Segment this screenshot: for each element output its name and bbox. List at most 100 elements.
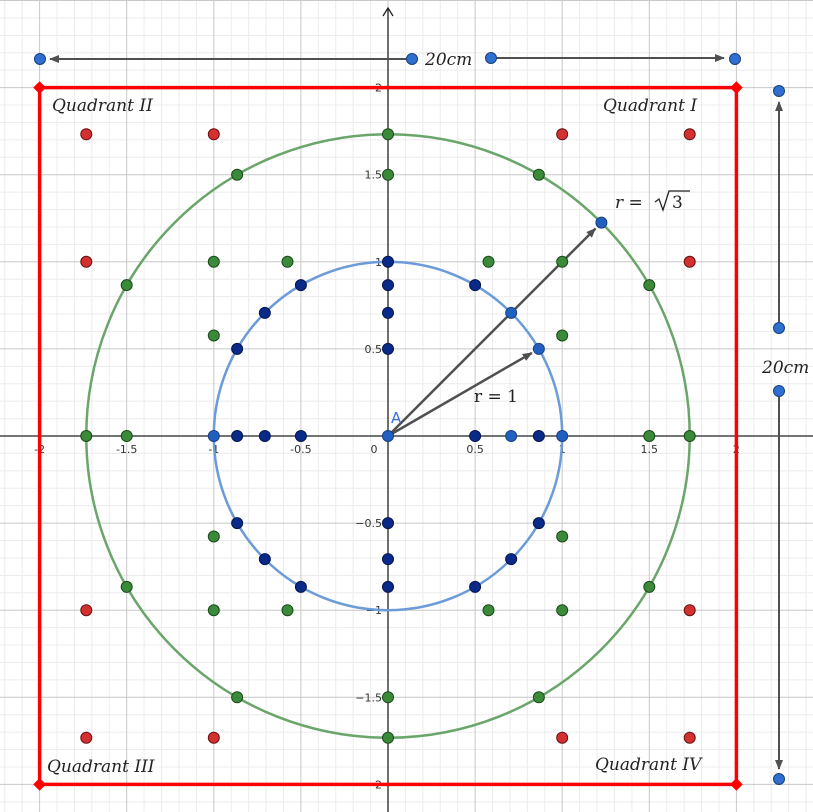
green-point[interactable] xyxy=(80,430,93,442)
green-point[interactable] xyxy=(532,691,545,704)
square-corner[interactable] xyxy=(730,81,743,94)
green-point[interactable] xyxy=(281,255,294,268)
navy-point[interactable] xyxy=(532,517,545,530)
label-r-sqrt3: r = 3 xyxy=(615,190,690,213)
red-point[interactable] xyxy=(683,731,696,744)
red-point[interactable] xyxy=(683,255,696,268)
red-point[interactable] xyxy=(207,128,220,141)
green-point[interactable] xyxy=(482,604,495,617)
height-handle-mid-bottom[interactable] xyxy=(773,385,785,397)
navy-point[interactable] xyxy=(382,279,394,292)
quadrant-2-label: Quadrant II xyxy=(52,96,153,116)
navy-point[interactable] xyxy=(532,430,545,442)
navy-point[interactable] xyxy=(231,517,244,530)
points-layer xyxy=(80,128,696,744)
x-tick-label: 0.5 xyxy=(466,443,484,456)
quadrant-3-label: Quadrant III xyxy=(47,757,155,777)
green-point[interactable] xyxy=(683,430,696,442)
point-label-a: A xyxy=(391,409,402,427)
navy-point[interactable] xyxy=(258,430,271,442)
blue-point[interactable] xyxy=(532,342,545,355)
navy-point[interactable] xyxy=(294,580,307,593)
width-handle-mid-left[interactable] xyxy=(406,53,418,65)
square-corner[interactable] xyxy=(33,778,46,791)
height-handle-top[interactable] xyxy=(773,85,785,97)
green-point[interactable] xyxy=(231,168,244,181)
x-tick-label: 0 xyxy=(371,443,378,456)
navy-point[interactable] xyxy=(505,553,518,566)
red-point[interactable] xyxy=(80,255,93,268)
width-handle-mid-right[interactable] xyxy=(485,52,497,64)
green-point[interactable] xyxy=(556,604,569,617)
navy-point[interactable] xyxy=(382,580,394,593)
navy-point[interactable] xyxy=(382,517,394,530)
x-tick-label: -0.5 xyxy=(290,443,311,456)
green-point[interactable] xyxy=(207,255,220,268)
green-point[interactable] xyxy=(482,255,495,268)
red-point[interactable] xyxy=(683,604,696,617)
green-point[interactable] xyxy=(556,530,569,543)
dimension-arrows: 20cm 20cm xyxy=(34,50,809,785)
navy-point[interactable] xyxy=(258,306,271,319)
navy-point[interactable] xyxy=(231,342,244,355)
blue-point[interactable] xyxy=(505,306,518,319)
x-tick-label: -1.5 xyxy=(116,443,137,456)
green-point[interactable] xyxy=(643,580,656,593)
green-point[interactable] xyxy=(643,279,656,292)
width-handle-left[interactable] xyxy=(34,53,46,65)
green-point[interactable] xyxy=(532,168,545,181)
green-point[interactable] xyxy=(207,604,220,617)
navy-point[interactable] xyxy=(382,255,394,268)
blue-point[interactable] xyxy=(556,430,569,442)
width-handle-right[interactable] xyxy=(729,53,741,65)
radius-vectors: r = 3 r = 1 A xyxy=(387,190,690,438)
green-point[interactable] xyxy=(120,580,133,593)
quadrant-4-label: Quadrant IV xyxy=(595,755,703,775)
green-point[interactable] xyxy=(382,731,394,744)
y-tick-label: −0.5 xyxy=(355,517,382,530)
red-point[interactable] xyxy=(207,731,220,744)
red-point[interactable] xyxy=(80,128,93,141)
square-corner[interactable] xyxy=(730,778,743,791)
green-point[interactable] xyxy=(207,530,220,543)
blue-point[interactable] xyxy=(595,216,608,229)
green-point[interactable] xyxy=(556,255,569,268)
navy-point[interactable] xyxy=(382,342,394,355)
red-point[interactable] xyxy=(556,128,569,141)
navy-point[interactable] xyxy=(382,306,394,319)
navy-point[interactable] xyxy=(231,430,244,442)
green-point[interactable] xyxy=(120,430,133,442)
height-handle-bottom[interactable] xyxy=(773,773,785,785)
green-point[interactable] xyxy=(382,691,394,704)
red-point[interactable] xyxy=(80,604,93,617)
height-handle-mid-top[interactable] xyxy=(773,322,785,334)
green-point[interactable] xyxy=(382,128,394,141)
quadrant-1-label: Quadrant I xyxy=(603,96,697,116)
red-point[interactable] xyxy=(683,128,696,141)
vector-r-1[interactable] xyxy=(387,351,533,438)
green-point[interactable] xyxy=(643,430,656,442)
green-point[interactable] xyxy=(231,691,244,704)
square-corner[interactable] xyxy=(33,81,46,94)
blue-point[interactable] xyxy=(505,430,518,442)
red-point[interactable] xyxy=(80,731,93,744)
navy-point[interactable] xyxy=(469,430,482,442)
green-point[interactable] xyxy=(207,329,220,342)
y-axis-arrow-icon xyxy=(382,6,394,17)
green-point[interactable] xyxy=(281,604,294,617)
navy-point[interactable] xyxy=(294,279,307,292)
navy-point[interactable] xyxy=(469,580,482,593)
green-point[interactable] xyxy=(120,279,133,292)
bounding-square[interactable] xyxy=(37,85,739,787)
navy-point[interactable] xyxy=(469,279,482,292)
navy-point[interactable] xyxy=(382,553,394,566)
navy-point[interactable] xyxy=(258,553,271,566)
blue-point[interactable] xyxy=(207,430,220,442)
green-point[interactable] xyxy=(556,329,569,342)
navy-point[interactable] xyxy=(294,430,307,442)
blue-point[interactable] xyxy=(382,430,394,442)
green-point[interactable] xyxy=(382,168,394,181)
red-point[interactable] xyxy=(556,731,569,744)
